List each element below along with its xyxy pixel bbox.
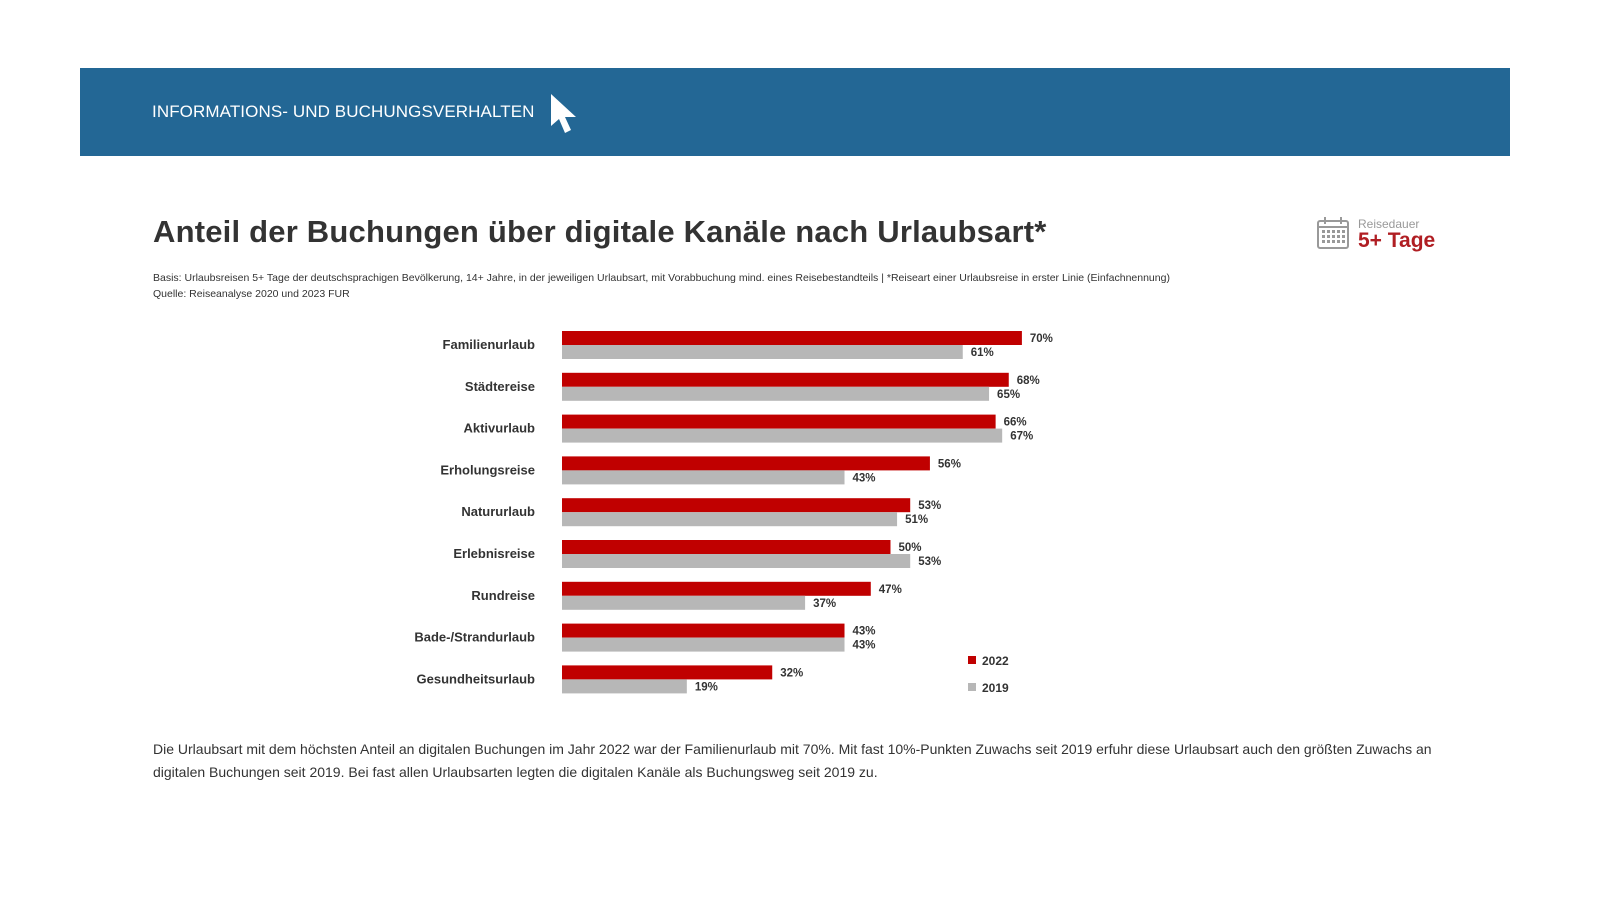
header-title: INFORMATIONS- UND BUCHUNGSVERHALTEN (152, 102, 535, 121)
legend-swatch-2019 (968, 683, 976, 691)
bar-2019 (562, 637, 845, 652)
value-label-2019: 67% (1010, 431, 1033, 443)
bar-2022 (562, 456, 930, 471)
category-label: Rundreise (471, 588, 535, 603)
badge-label: Reisedauer (1358, 217, 1420, 231)
value-label-2019: 51% (905, 514, 928, 526)
bar-2022 (562, 581, 871, 596)
category-label: Bade-/Strandurlaub (414, 630, 535, 645)
cursor-arrow-icon (551, 94, 576, 133)
chart-title: Anteil der Buchungen über digitale Kanäl… (153, 214, 1047, 249)
calendar-icon (1317, 217, 1349, 249)
description-text: Die Urlaubsart mit dem höchsten Anteil a… (153, 741, 1432, 780)
source-note: Quelle: Reiseanalyse 2020 und 2023 FUR (153, 288, 350, 300)
value-label-2022: 47% (879, 584, 902, 596)
value-label-2022: 68% (1017, 375, 1040, 387)
basis-note: Basis: Urlaubsreisen 5+ Tage der deutsch… (153, 272, 1170, 284)
bar-2022 (562, 665, 773, 680)
bar-2022 (562, 498, 911, 513)
bar-2019 (562, 345, 963, 359)
value-label-2019: 53% (918, 556, 941, 568)
bar-2019 (562, 470, 845, 485)
bar-2022 (562, 540, 891, 554)
value-label-2019: 37% (813, 598, 836, 610)
bar-2022 (562, 623, 845, 638)
legend-swatch-2022 (968, 656, 976, 664)
value-label-2019: 65% (997, 389, 1020, 401)
category-label: Erholungsreise (440, 462, 535, 477)
legend-label-2019: 2019 (982, 681, 1009, 695)
value-label-2022: 53% (918, 500, 941, 512)
category-label: Erlebnisreise (453, 546, 535, 561)
value-label-2022: 32% (780, 667, 803, 679)
value-label-2019: 61% (971, 347, 994, 359)
value-label-2022: 66% (1004, 417, 1027, 429)
bar-2019 (562, 554, 911, 568)
value-label-2022: 70% (1030, 333, 1053, 345)
value-label-2019: 19% (695, 681, 718, 693)
value-label-2019: 43% (853, 640, 876, 652)
category-label: Familienurlaub (443, 337, 536, 352)
bar-2022 (562, 331, 1022, 345)
value-label-2022: 56% (938, 458, 961, 470)
category-label: Natururlaub (461, 504, 535, 519)
bar-2019 (562, 679, 687, 694)
bar-2022 (562, 414, 996, 429)
bar-2019 (562, 512, 898, 527)
legend-label-2022: 2022 (982, 654, 1009, 668)
badge-value: 5+ Tage (1358, 229, 1436, 252)
category-label: Aktivurlaub (463, 421, 535, 436)
value-label-2022: 50% (899, 542, 922, 554)
bar-2019 (562, 386, 990, 401)
value-label-2022: 43% (853, 626, 876, 638)
bar-2019 (562, 595, 806, 610)
category-label: Gesundheitsurlaub (417, 671, 536, 686)
bar-2022 (562, 372, 1009, 387)
header-banner: INFORMATIONS- UND BUCHUNGSVERHALTEN (80, 68, 1510, 156)
bar-2019 (562, 428, 1003, 443)
duration-badge: Reisedauer 5+ Tage (1316, 215, 1456, 255)
value-label-2019: 43% (853, 472, 876, 484)
category-label: Städtereise (465, 379, 535, 394)
